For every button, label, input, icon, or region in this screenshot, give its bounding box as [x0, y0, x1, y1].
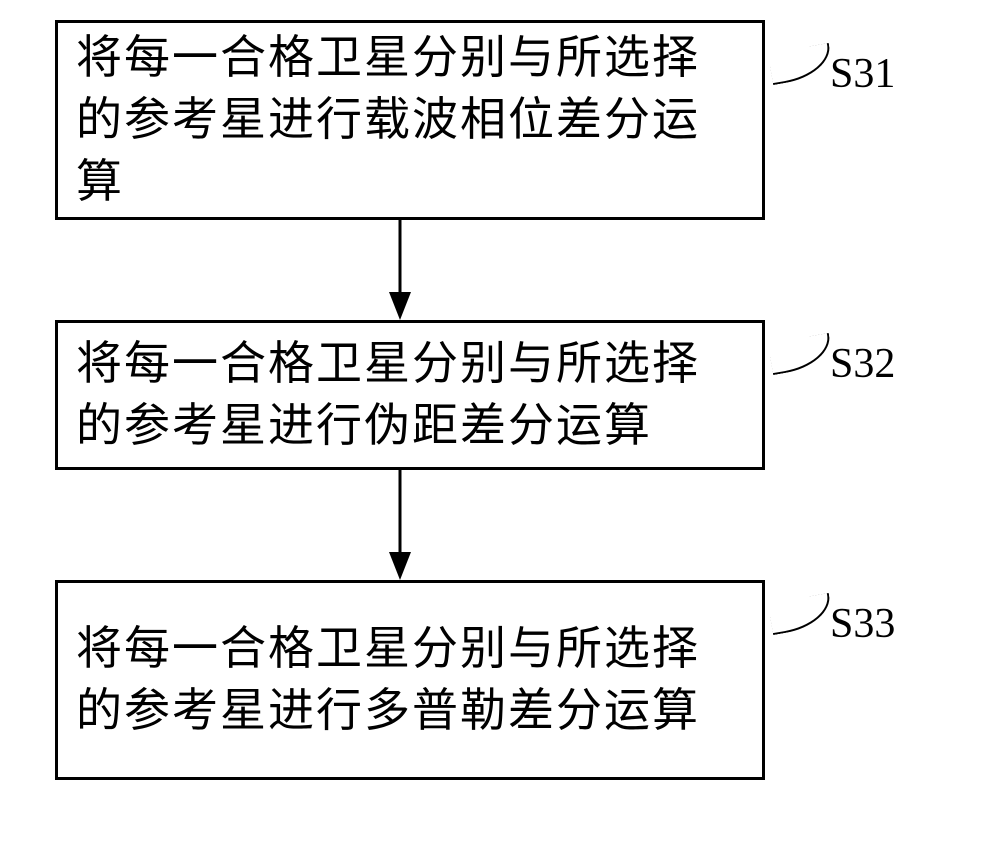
step-box-s31: 将每一合格卫星分别与所选择的参考星进行载波相位差分运算: [55, 20, 765, 220]
label-connector-s33: [768, 593, 835, 635]
step-box-s33: 将每一合格卫星分别与所选择的参考星进行多普勒差分运算: [55, 580, 765, 780]
label-connector-s31: [768, 43, 835, 85]
label-connector-s32: [768, 333, 835, 375]
step-label-s32: S32: [830, 340, 895, 388]
arrow-s32-s33: [389, 470, 411, 580]
step-text-s32: 将每一合格卫星分别与所选择的参考星进行伪距差分运算: [76, 333, 744, 457]
arrow-s31-s32: [389, 220, 411, 320]
flowchart-canvas: 将每一合格卫星分别与所选择的参考星进行载波相位差分运算 S31 将每一合格卫星分…: [0, 0, 1000, 853]
step-box-s32: 将每一合格卫星分别与所选择的参考星进行伪距差分运算: [55, 320, 765, 470]
step-label-s33: S33: [830, 600, 895, 648]
step-label-s31: S31: [830, 50, 895, 98]
step-text-s33: 将每一合格卫星分别与所选择的参考星进行多普勒差分运算: [76, 618, 744, 742]
step-text-s31: 将每一合格卫星分别与所选择的参考星进行载波相位差分运算: [76, 27, 744, 213]
